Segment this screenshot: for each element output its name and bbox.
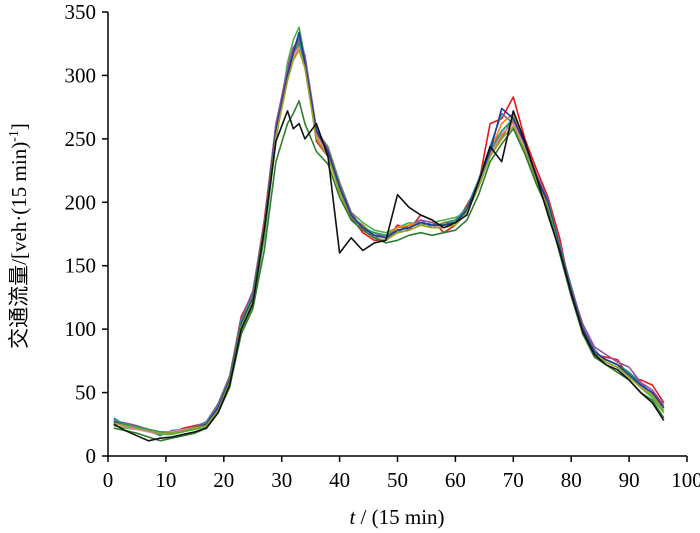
y-tick-label: 250 bbox=[65, 127, 97, 151]
series-lines bbox=[113, 26, 665, 442]
y-tick-label: 100 bbox=[65, 317, 97, 341]
x-tick-label: 30 bbox=[271, 468, 292, 492]
x-tick-label: 60 bbox=[445, 468, 466, 492]
series-line-11 bbox=[113, 100, 665, 442]
x-axis-title: t / (15 min) bbox=[349, 505, 444, 529]
x-tick-label: 90 bbox=[619, 468, 640, 492]
x-tick-label: 100 bbox=[671, 468, 700, 492]
y-tick-label: 350 bbox=[65, 0, 97, 24]
y-axis-title: 交通流量/[veh·(15 min)-1] bbox=[7, 123, 31, 349]
y-tick-label: 50 bbox=[75, 381, 96, 405]
x-tick-label: 20 bbox=[213, 468, 234, 492]
series-line-7 bbox=[113, 46, 665, 435]
x-tick-label: 10 bbox=[155, 468, 176, 492]
x-tick-label: 0 bbox=[103, 468, 114, 492]
x-tick-label: 70 bbox=[503, 468, 524, 492]
series-line-12 bbox=[113, 110, 665, 442]
y-tick-label: 0 bbox=[86, 444, 97, 468]
axes bbox=[102, 11, 688, 462]
x-tick-label: 80 bbox=[561, 468, 582, 492]
y-tick-label: 150 bbox=[65, 254, 97, 278]
y-tick-label: 300 bbox=[65, 63, 97, 87]
x-tick-label: 50 bbox=[387, 468, 408, 492]
x-tick-label: 40 bbox=[329, 468, 350, 492]
tick-labels: 0 50 100 150 200 250 300 350 0 10 20 30 40 50 60 70 80 90… bbox=[65, 0, 700, 492]
y-tick-label: 200 bbox=[65, 190, 97, 214]
